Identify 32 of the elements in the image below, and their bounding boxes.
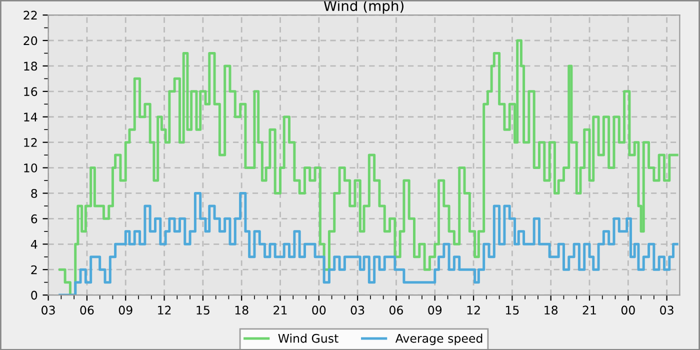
y-tick-label: 18 <box>24 62 38 71</box>
y-tick-label: 6 <box>31 214 38 224</box>
x-tick-label: 21 <box>582 306 596 314</box>
x-tick-label: 00 <box>621 306 635 315</box>
x-tick-label: 12 <box>467 306 480 314</box>
y-tick-label: 4 <box>30 240 38 249</box>
y-tick-label: 16 <box>24 87 38 96</box>
x-tick-label: 12 <box>158 306 171 314</box>
y-tick-label: 14 <box>24 112 38 122</box>
x-tick-label: 03 <box>42 306 55 315</box>
x-tick-label: 15 <box>196 306 210 315</box>
x-tick-label: 00 <box>312 306 326 315</box>
chart-title: Wind (mph) <box>324 0 404 14</box>
y-tick-label: 2 <box>31 265 37 274</box>
y-tick-label: 12 <box>24 138 37 147</box>
legend-label: Wind Gust <box>278 334 338 343</box>
x-tick-label: 18 <box>235 306 248 315</box>
y-tick-label: 8 <box>31 188 38 198</box>
y-tick-label: 22 <box>24 10 37 20</box>
x-tick-label: 18 <box>544 306 558 315</box>
x-tick-label: 06 <box>389 306 403 315</box>
y-tick-label: 20 <box>24 36 38 46</box>
y-tick-label: 0 <box>31 290 38 300</box>
x-tick-label: 03 <box>350 306 364 315</box>
x-tick-label: 09 <box>118 306 132 315</box>
x-tick-label: 06 <box>80 306 94 315</box>
x-tick-label: 15 <box>506 306 519 315</box>
x-tick-label: 21 <box>274 306 287 314</box>
legend-label: Average speed <box>395 334 482 346</box>
y-tick-label: 10 <box>24 164 38 172</box>
x-tick-label: 03 <box>660 306 674 315</box>
x-tick-label: 09 <box>428 306 442 315</box>
